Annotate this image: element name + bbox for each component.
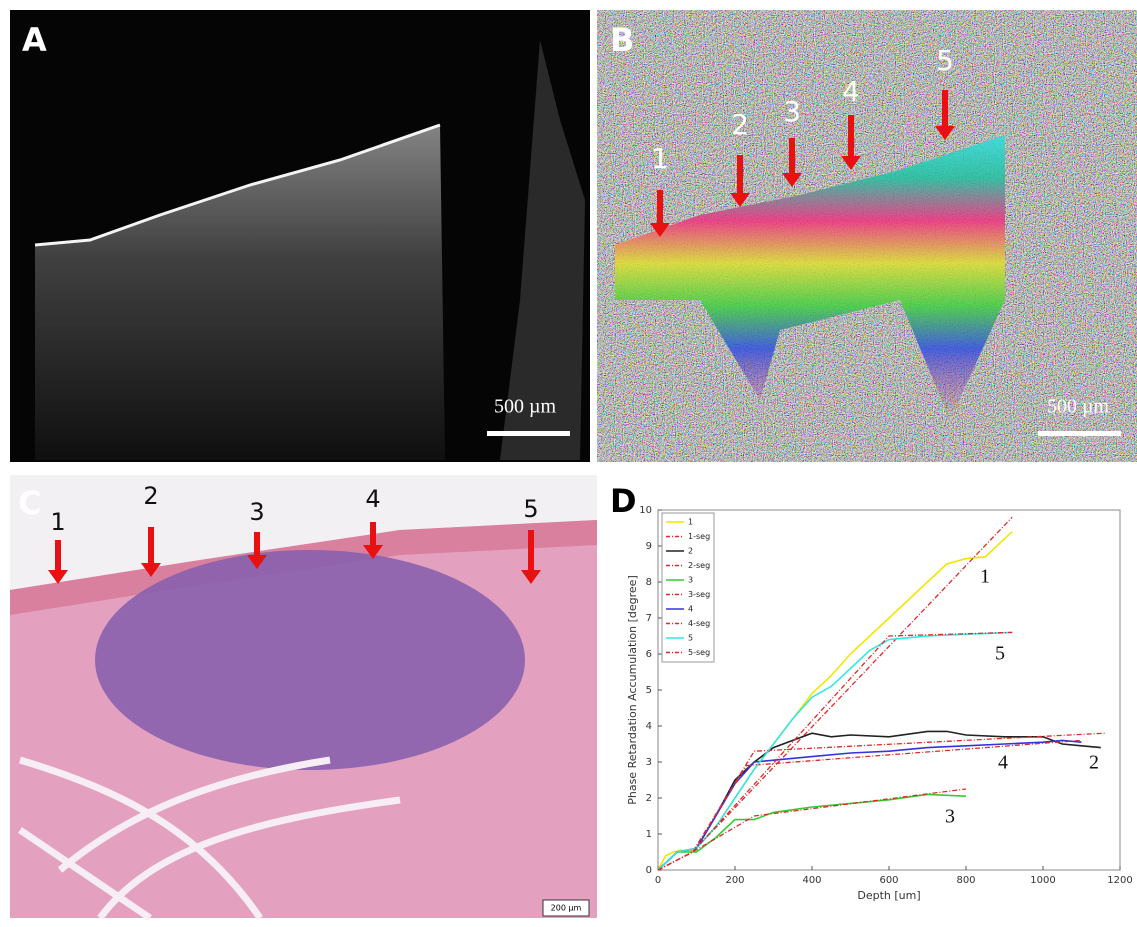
curve-label: 4	[998, 752, 1008, 774]
y-tick-label: 0	[646, 865, 652, 876]
legend-label: 3	[688, 576, 693, 585]
arrow-label: 5	[523, 495, 538, 523]
panel-label: C	[18, 484, 41, 522]
arrow-label: 5	[936, 44, 954, 77]
legend-label: 1	[688, 518, 693, 527]
y-tick-label: 7	[646, 613, 652, 624]
panel-b: B 500 µm	[597, 10, 1137, 462]
arrow-label: 1	[651, 142, 669, 175]
arrow-label: 3	[783, 95, 801, 128]
panel-c: C 200 µm	[10, 475, 597, 921]
arrow-label: 2	[731, 108, 749, 141]
arrow-head	[363, 545, 383, 559]
arrow-head	[521, 570, 541, 584]
tissue	[35, 125, 445, 460]
arrow-head	[48, 570, 68, 584]
panel-label: D	[610, 482, 637, 520]
legend-label: 2	[688, 547, 693, 556]
scale-bar	[1038, 431, 1121, 436]
arrow-label: 4	[842, 75, 860, 108]
legend-label: 4-seg	[688, 619, 710, 628]
panel-d: D 0 200 400 600 800 1000 1200 0 1 2 3 4 5 6 7 8 9 10 Depth…	[610, 482, 1133, 902]
arrow-head	[841, 156, 861, 170]
arrow-label: 3	[249, 498, 264, 526]
legend-label: 3-seg	[688, 590, 710, 599]
x-tick-label: 1200	[1107, 875, 1132, 886]
legend-label: 5	[688, 634, 693, 643]
arrow-head	[782, 173, 802, 187]
x-tick-label: 800	[956, 875, 975, 886]
plot-area	[657, 509, 1121, 871]
arrow-head	[650, 223, 670, 237]
tissue-edge	[500, 40, 585, 460]
y-axis-label: Phase Retardation Accumulation [degree]	[626, 575, 639, 805]
scale-bar-label: 500 µm	[1047, 396, 1110, 418]
background-area	[10, 475, 597, 590]
panel-label: B	[610, 21, 634, 59]
tumor	[95, 550, 525, 770]
y-tick-label: 4	[646, 721, 652, 732]
y-tick-label: 9	[646, 541, 652, 552]
series-line	[657, 732, 1105, 871]
x-tick-label: 1000	[1030, 875, 1055, 886]
y-tick-label: 2	[646, 793, 652, 804]
arrow-head	[141, 563, 161, 577]
y-tick-label: 5	[646, 685, 652, 696]
scale-bar-label: 500 µm	[494, 396, 557, 418]
y-tick-label: 3	[646, 757, 652, 768]
x-tick-label: 600	[879, 875, 898, 886]
arrow-head	[935, 126, 955, 140]
y-tick-label: 6	[646, 649, 652, 660]
curve-label: 5	[995, 643, 1005, 665]
surface	[34, 123, 441, 247]
series-line	[657, 631, 1013, 871]
legend-label: 5-seg	[688, 648, 710, 657]
x-tick-label: 0	[655, 875, 661, 886]
arrow-label: 1	[50, 508, 65, 536]
panel-a: A 500 µm	[10, 10, 590, 462]
y-tick-label: 1	[646, 829, 652, 840]
curve-label: 1	[980, 566, 990, 588]
legend-box	[661, 512, 715, 663]
arrow-label: 2	[143, 482, 158, 510]
y-tick-label: 10	[639, 505, 652, 516]
series-line	[657, 793, 967, 871]
scale-bar	[487, 431, 570, 436]
arrow-label: 4	[365, 485, 380, 513]
curve-label: 2	[1089, 752, 1099, 774]
legend-label: 1-seg	[688, 532, 710, 541]
x-tick-label: 200	[725, 875, 744, 886]
scale-bar-label: 200 µm	[551, 904, 582, 913]
panel-label: A	[22, 21, 47, 59]
legend-label: 2-seg	[688, 561, 710, 570]
x-axis-label: Depth [um]	[857, 889, 920, 902]
curve-label: 3	[945, 806, 955, 828]
series-line	[657, 739, 1082, 871]
y-tick-label: 8	[646, 577, 652, 588]
series-line	[657, 788, 967, 871]
scale-box	[542, 899, 590, 917]
birefringence-bands	[615, 135, 1005, 420]
x-tick-label: 400	[802, 875, 821, 886]
arrow-head	[730, 193, 750, 207]
tissue-gaps	[18, 756, 401, 921]
legend-label: 4	[688, 605, 693, 614]
arrow-head	[247, 555, 267, 569]
